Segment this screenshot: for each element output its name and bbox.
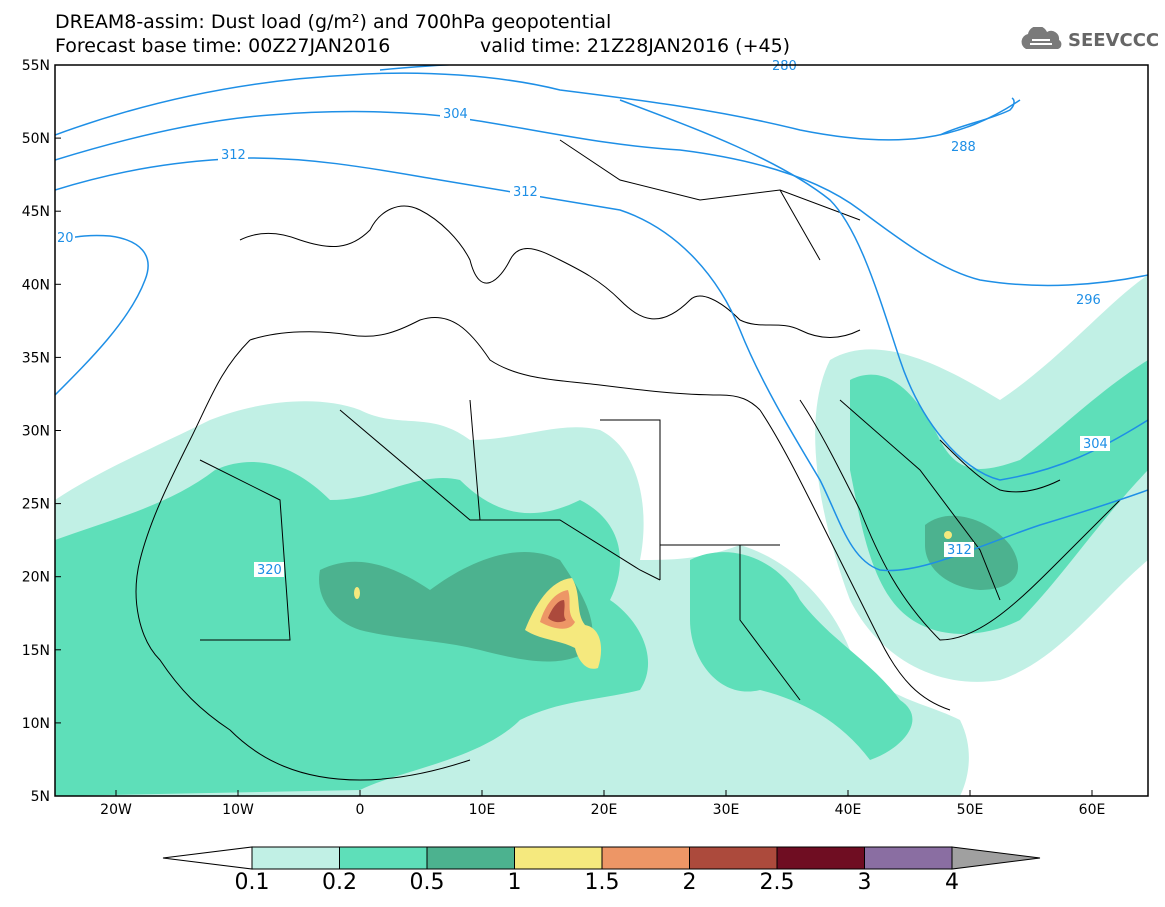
colorbar-segment [514,846,603,870]
contour-304-east [619,99,1148,481]
colorbar-segment [339,846,428,870]
contour-label: 312 [221,148,246,163]
border-east-africa [660,544,801,701]
colorbar-segment [864,846,953,870]
geopotential-contours [55,65,1148,572]
contour-label: 304 [1083,437,1108,452]
map-title: DREAM8-assim: Dust load (g/m²) and 700hP… [55,11,612,33]
contour-label: 296 [1076,293,1101,308]
colorbar-segment [601,846,690,870]
colorbar [162,846,1041,870]
coastline-gulf [939,439,1061,493]
dust-fields [55,275,1148,796]
dust-1-patch-arabia [944,531,952,539]
contour-label: 320 [257,563,282,578]
colorbar-right-arrow [951,846,1041,870]
colorbar-label: 0.1 [234,870,270,895]
contour-label: 304 [443,107,468,122]
dust-1-patch-west [354,587,360,599]
coastline-europe [239,205,861,338]
colorbar-segment [689,846,778,870]
colorbar-label: 2 [682,870,697,895]
colorbar-label: 1.5 [584,870,620,895]
cloud-icon [1021,27,1062,49]
valid-time: valid time: 21Z28JAN2016 (+45) [480,35,791,57]
contour-288 [939,97,1015,136]
contour-label: 288 [951,140,976,155]
latitude-label: 55N [22,58,50,74]
coastline-north-africa [249,316,761,411]
dust-0.2-east-africa [690,552,913,760]
border-sahara-3 [469,399,661,580]
colorbar-label: 0.2 [322,870,357,895]
seevccc-logo: SEEVCCC [1018,27,1159,53]
contour-label: 312 [947,543,972,558]
dust-0.5-sahara [319,551,593,662]
latitude-label: 10N [22,716,50,732]
border-arabia [839,399,1001,601]
colorbar-label: 4 [945,870,959,895]
dust-2-core [548,600,566,623]
border-sahara-1 [199,459,291,641]
colorbar-segment [426,846,515,870]
contour-label: 20 [57,231,74,246]
colorbar-label: 2.5 [759,870,795,895]
border-sahara-2 [339,409,661,581]
latitude-label: 30N [22,424,50,440]
longitude-label: 40E [835,802,862,818]
longitude-label: 10W [222,802,254,818]
contour-304-north [55,72,1021,141]
forecast-base-time: Forecast base time: 00Z27JAN2016 [55,35,391,57]
longitude-label: 20E [591,802,618,818]
colorbar-label: 1 [507,870,522,895]
longitude-label: 60E [1079,802,1106,818]
coastline-red-sea [759,409,951,711]
contour-320 [55,234,149,396]
contour-304-mid [55,110,1148,287]
contour-label: 312 [513,185,538,200]
longitude-label: 0 [356,802,365,818]
border-europe-east [559,139,861,261]
latitude-label: 25N [22,497,50,513]
coastline-arabia [799,399,1121,641]
coastlines-borders [135,139,1121,781]
colorbar-segment [251,846,340,870]
colorbar-segment [776,846,865,870]
colorbar-label: 3 [857,870,872,895]
longitude-label: 10E [469,802,496,818]
latitude-axis: 55N 50N 45N 40N 35N 30N 25N 20N 15N 10N 5N [22,58,61,805]
latitude-label: 5N [31,789,50,805]
latitude-label: 50N [22,131,50,147]
latitude-label: 35N [22,350,50,366]
logo-text: SEEVCCC [1068,29,1160,51]
colorbar-left-arrow [162,846,253,870]
latitude-label: 20N [22,570,50,586]
longitude-label: 50E [957,802,984,818]
longitude-label: 20W [100,802,132,818]
latitude-label: 45N [22,204,50,220]
dust-0.2-sahel [55,461,649,796]
colorbar-label: 0.5 [409,870,445,895]
longitude-label: 30E [713,802,740,818]
latitude-label: 15N [22,643,50,659]
latitude-label: 40N [22,277,50,293]
longitude-axis: 20W 10W 0 10E 20E 30E 40E 50E 60E [100,790,1105,818]
coastline-west-africa [135,339,471,781]
contour-label: 280 [772,59,797,74]
contour-label-group: 280 304 312 312 288 296 304 312 320 20 [55,58,1110,578]
